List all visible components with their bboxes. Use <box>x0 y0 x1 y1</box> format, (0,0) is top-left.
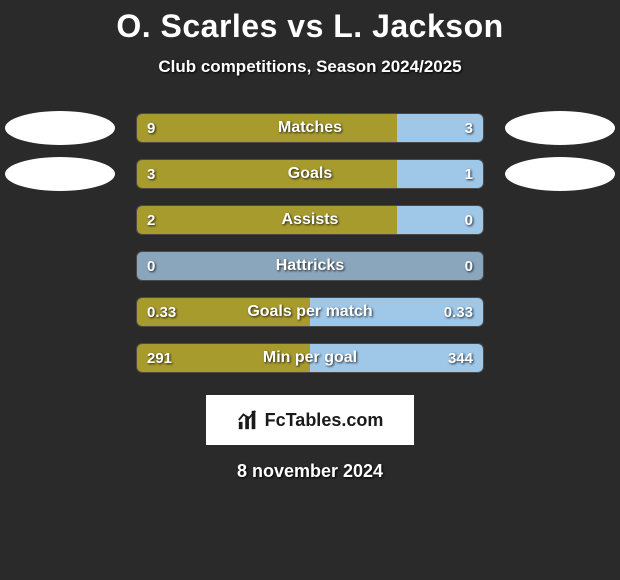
stat-bar-right <box>397 206 484 234</box>
stat-bar-left <box>137 114 397 142</box>
stat-bar-right <box>397 114 484 142</box>
stat-bar-left <box>137 344 310 372</box>
stat-bar: 31Goals <box>136 159 484 189</box>
date-text: 8 november 2024 <box>0 461 620 482</box>
stat-bar-right <box>397 160 484 188</box>
chart-icon <box>237 409 259 431</box>
stat-bar: 291344Min per goal <box>136 343 484 373</box>
page-title: O. Scarles vs L. Jackson <box>0 8 620 45</box>
stat-bar-left <box>137 298 310 326</box>
attribution-badge: FcTables.com <box>206 395 414 445</box>
stat-bar: 00Hattricks <box>136 251 484 281</box>
stat-bar-left <box>137 206 397 234</box>
stat-rows: 93Matches 31Goals 20Assists 00Hattricks 0.33… <box>0 105 620 381</box>
team-badge-right <box>505 157 615 191</box>
title-vs: vs <box>287 8 324 44</box>
stat-bar-left <box>137 252 310 280</box>
team-badge-right <box>505 111 615 145</box>
stat-row: 0.330.33Goals per match <box>0 289 620 335</box>
stat-bar-left <box>137 160 397 188</box>
stat-bar-right <box>310 298 483 326</box>
stat-bar: 0.330.33Goals per match <box>136 297 484 327</box>
subtitle: Club competitions, Season 2024/2025 <box>0 57 620 77</box>
stat-row: 20Assists <box>0 197 620 243</box>
team-badge-left <box>5 111 115 145</box>
stat-bar-right <box>310 252 483 280</box>
stat-bar: 93Matches <box>136 113 484 143</box>
stat-row: 291344Min per goal <box>0 335 620 381</box>
title-player2: L. Jackson <box>333 8 503 44</box>
attribution-text: FcTables.com <box>265 410 384 431</box>
stat-row: 93Matches <box>0 105 620 151</box>
stat-bar-right <box>310 344 483 372</box>
stat-row: 00Hattricks <box>0 243 620 289</box>
title-player1: O. Scarles <box>116 8 278 44</box>
team-badge-left <box>5 157 115 191</box>
stat-row: 31Goals <box>0 151 620 197</box>
comparison-card: O. Scarles vs L. Jackson Club competitio… <box>0 0 620 580</box>
stat-bar: 20Assists <box>136 205 484 235</box>
